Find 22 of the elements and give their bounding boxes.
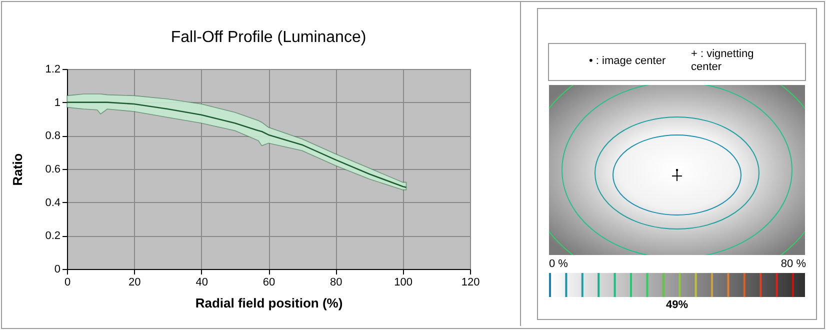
y-tick-label: 0 (54, 264, 60, 276)
y-axis-title: Ratio (10, 153, 26, 186)
x-tick-label: 120 (461, 276, 480, 288)
x-tick-label: 60 (262, 276, 276, 288)
y-tick-label: 0.8 (45, 130, 60, 142)
x-tick-label: 100 (394, 276, 413, 288)
chart-title: Fall-Off Profile (Luminance) (170, 29, 366, 46)
y-tick-label: 1.2 (45, 64, 60, 76)
x-axis-title: Radial field position (%) (195, 296, 343, 310)
x-tick-label: 20 (128, 276, 141, 288)
y-tick-label: 0.6 (45, 164, 60, 176)
y-tick-label: 1 (54, 96, 60, 109)
x-tick-label: 40 (196, 276, 208, 288)
y-tick-label: 0.2 (45, 230, 60, 242)
text: 0 % (549, 258, 568, 270)
text: + : vignetting center (691, 48, 755, 74)
x-tick-label: 0 (64, 276, 71, 288)
text: 80 % (780, 258, 806, 270)
y-tick-label: 0.4 (45, 196, 60, 209)
text: 49% (664, 299, 690, 311)
text: • : image center (589, 55, 666, 67)
x-tick-label: 80 (330, 276, 342, 288)
